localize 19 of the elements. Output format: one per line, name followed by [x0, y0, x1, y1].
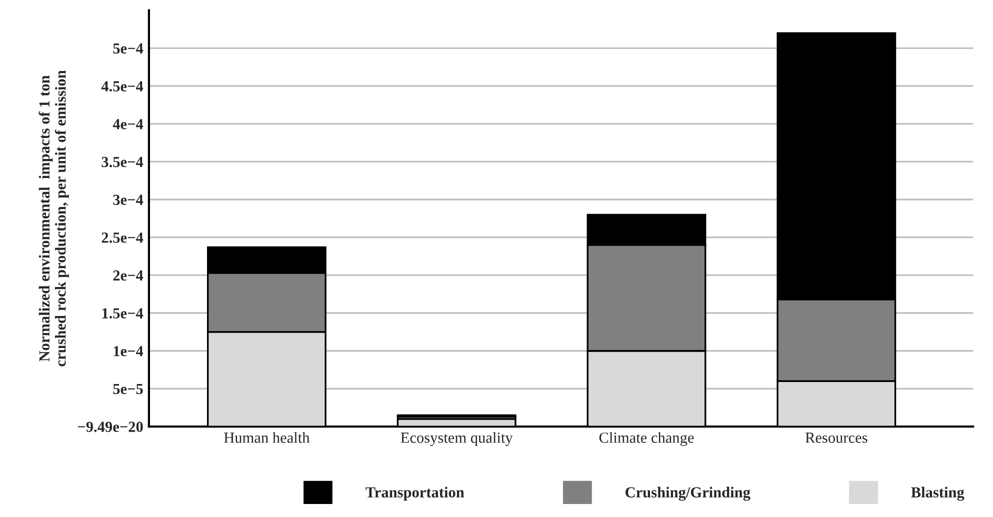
legend-label: Crushing/Grinding	[626, 486, 750, 501]
legend-label: Blasting	[911, 486, 964, 501]
legend-label: Transportation	[366, 486, 464, 501]
x-tick-label: Resources	[805, 432, 868, 443]
y-tick-label: 4e−4	[112, 119, 144, 130]
y-tick-label: 1e−4	[114, 346, 144, 356]
x-tick-label: Ecosystem quality	[400, 432, 513, 446]
y-tick-label: 2e−4	[113, 270, 144, 281]
y-tick-label: 4.5e−4	[101, 81, 144, 92]
x-tick-label: Human health	[224, 432, 310, 443]
y-tick-label: 5e−5	[113, 384, 143, 394]
y-tick-label: 2.5e−4	[102, 232, 144, 243]
y-tick-label: 5e−4	[113, 43, 144, 54]
y-tick-label: 1.5e−4	[102, 308, 144, 319]
x-tick-label: Climate change	[599, 432, 694, 446]
y-tick-label: 3.5e−4	[102, 156, 144, 168]
y-tick-label: 3e−4	[113, 194, 144, 205]
y-axis-title: Normalized environmental impacts of 1 ton crushed rock production, per unit of emission	[38, 70, 69, 366]
y-tick-label: −9.49e−20	[78, 422, 143, 432]
